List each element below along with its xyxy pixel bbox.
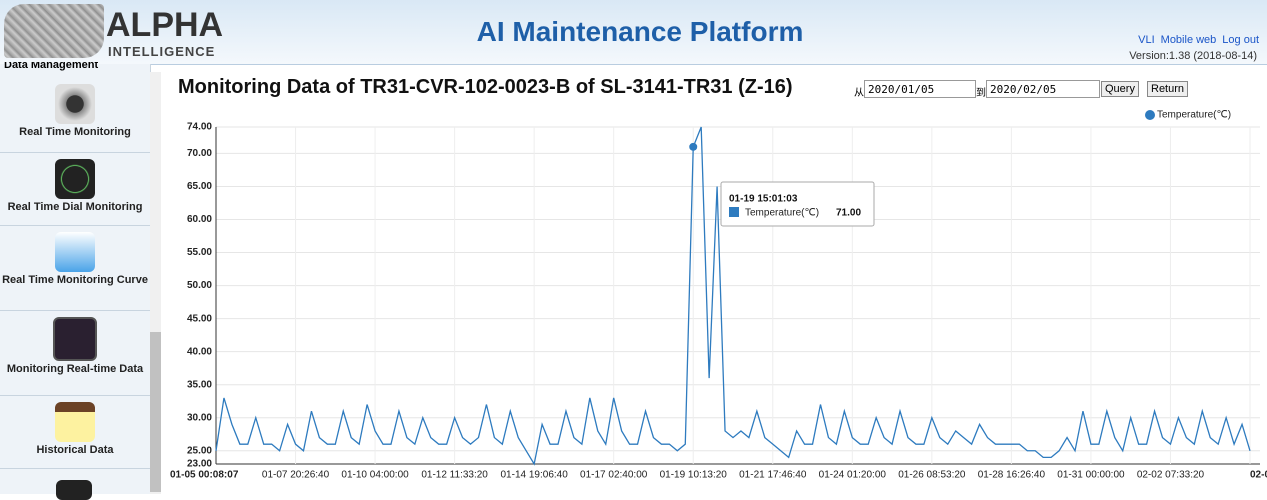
from-input[interactable] (864, 80, 976, 98)
sidebar: Data Management Real Time Monitoring Rea… (0, 62, 161, 500)
menu-item[interactable]: Real Time Monitoring Curve (0, 226, 150, 311)
x-tick-label: 01-26 08:53:20 (898, 470, 966, 481)
menu-label: Real Time Monitoring (19, 126, 131, 138)
x-tick-label: 01-21 17:46:40 (739, 470, 807, 481)
x-tick-label: 01-24 01:20:00 (819, 470, 887, 481)
icon (55, 232, 95, 272)
line (215, 126, 1251, 466)
logo-main: ALPHA (106, 6, 224, 44)
tooltip-time: 01-19 15:01:03 (729, 194, 798, 205)
menu-item[interactable]: Real Time Dial Monitoring (0, 153, 150, 226)
query-button[interactable]: Query (1101, 81, 1139, 97)
point (689, 142, 698, 151)
y-tick-label: 74.00 (187, 122, 212, 133)
menu-label: Real Time Dial Monitoring (7, 201, 143, 213)
version: Version:1.38 (2018-08-14) (1129, 50, 1257, 62)
scroll-thumb[interactable] (150, 332, 161, 492)
section-title: Data Management (4, 62, 99, 71)
y-tick-label: 30.00 (187, 412, 212, 423)
x-tick-label: 02-02 07:33:20 (1137, 470, 1205, 481)
return-button[interactable]: Return (1147, 81, 1189, 97)
link[interactable]: VLI (1138, 34, 1155, 46)
icon (55, 402, 95, 442)
menu-label: Real Time Monitoring Curve (2, 274, 148, 286)
logo-icon (4, 4, 104, 58)
menu-item[interactable]: Monitoring Real-time Data (0, 311, 150, 396)
tooltip-swatch (729, 207, 739, 217)
x-tick-label: 01-12 11:33:20 (421, 470, 488, 481)
to-label: 到 (976, 88, 986, 99)
x-tick-label: 01-28 16:26:40 (978, 470, 1046, 481)
icon (55, 84, 95, 124)
x-tick-label: 01-07 20:26:40 (262, 470, 330, 481)
y-tick-label: 70.00 (187, 148, 212, 159)
from-label: 从 (854, 88, 864, 99)
x-tick-label: 01-19 10:13:20 (660, 470, 728, 481)
tooltip-box (720, 181, 875, 227)
x-tick-label: 01-05 00:08:07 (170, 470, 239, 481)
x-tick-label: 01-14 19:06:40 (501, 470, 569, 481)
legend-label: Temperature(℃) (1157, 110, 1231, 121)
y-tick-label: 65.00 (187, 181, 212, 192)
legend-marker (1145, 110, 1155, 120)
x-tick-label: 01-10 04:00:00 (341, 470, 409, 481)
x-tick-label: 01-17 02:40:00 (580, 470, 648, 481)
y-tick-label: 23.00 (187, 459, 212, 470)
y-tick-label: 55.00 (187, 247, 212, 258)
y-tick-label: 45.00 (187, 313, 212, 324)
logo-sub: INTELLIGENCE (108, 44, 216, 59)
scrollbar[interactable] (150, 72, 161, 494)
menu-label: Historical Data (36, 444, 114, 456)
tooltip: 01-19 15:01:03 Temperature(℃) 71.00 (720, 181, 875, 227)
y-tick-label: 35.00 (187, 379, 212, 390)
y-tick-label: 60.00 (187, 214, 212, 225)
page-title: Monitoring Data of TR31-CVR-102-0023-B o… (178, 76, 793, 98)
header: ALPHA INTELLIGENCE AI Maintenance Platfo… (0, 0, 1267, 65)
icon (55, 159, 95, 199)
x-tick-label: 02-05 04:29 (1250, 470, 1267, 481)
y-tick-label: 40.00 (187, 346, 212, 357)
menu-item[interactable]: Real Time Monitoring (0, 78, 150, 153)
app-title: AI Maintenance Platform (476, 16, 804, 47)
links: VLI Mobile web Log out (1132, 30, 1259, 48)
link[interactable]: Log out (1222, 34, 1259, 46)
y-tick-label: 25.00 (187, 445, 212, 456)
tooltip-series: Temperature(℃) (745, 208, 819, 219)
menu-label: Monitoring Real-time Data (6, 363, 144, 375)
icon (53, 317, 97, 361)
menu-item[interactable]: Historical Data (0, 396, 150, 469)
link[interactable]: Mobile web (1160, 34, 1217, 46)
to-input[interactable] (986, 80, 1100, 98)
tooltip-value: 71.00 (836, 208, 861, 219)
y-tick-label: 50.00 (187, 280, 212, 291)
x-tick-label: 01-31 00:00:00 (1057, 470, 1125, 481)
